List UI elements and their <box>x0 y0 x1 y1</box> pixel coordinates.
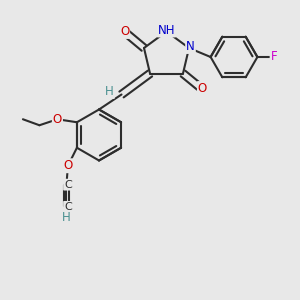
Text: C: C <box>64 202 72 212</box>
Text: NH: NH <box>158 23 175 37</box>
Text: O: O <box>120 25 129 38</box>
Text: O: O <box>63 159 73 172</box>
Text: H: H <box>62 211 71 224</box>
Text: H: H <box>105 85 114 98</box>
Text: C: C <box>64 180 72 190</box>
Text: N: N <box>186 40 195 53</box>
Text: F: F <box>271 50 277 64</box>
Text: O: O <box>198 82 207 95</box>
Text: O: O <box>53 113 62 126</box>
